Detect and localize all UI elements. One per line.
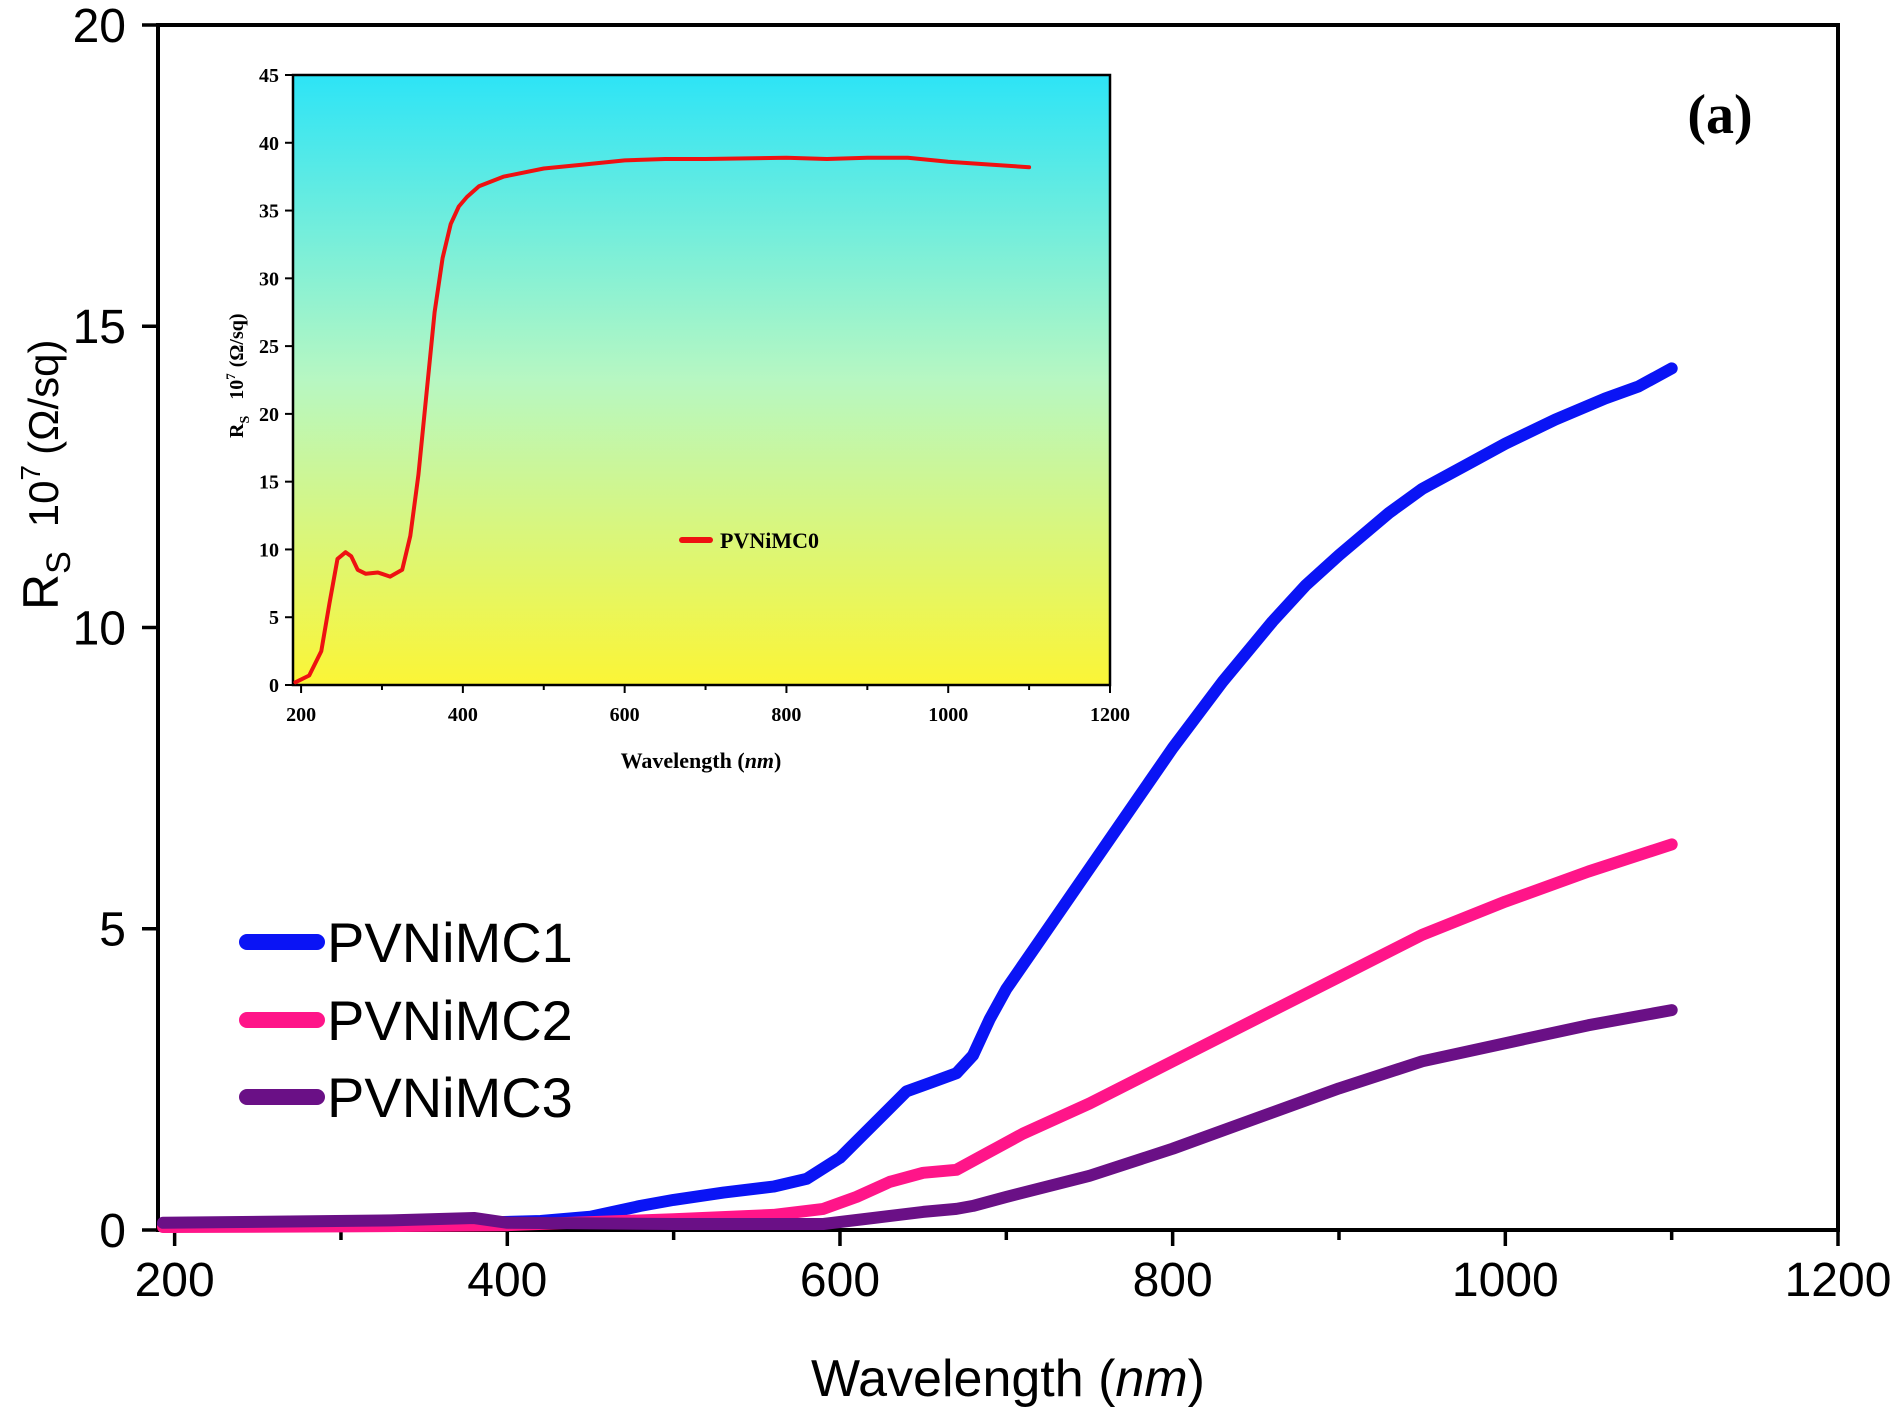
main-x-tick-label-600: 600 — [800, 1254, 880, 1307]
main-x-tick-label-800: 800 — [1133, 1254, 1213, 1307]
inset-series-line-pvnimc0 — [293, 155, 1032, 685]
main-y-tick-label-10: 10 — [73, 602, 126, 655]
inset-y-tick-label-25: 25 — [259, 336, 279, 358]
inset-plot-frame — [291, 73, 1112, 687]
inset-x-axis-title: Wavelength (nm) — [621, 748, 782, 773]
inset-y-axis-symbol: R — [226, 423, 248, 438]
main-y-tick-label-5: 5 — [99, 904, 126, 957]
main-y-axis-factor: 10 — [20, 480, 67, 527]
main-y-axis-symbol: R — [13, 574, 69, 610]
inset-y-tick-label-30: 30 — [259, 268, 279, 290]
inset-y-tick-label-35: 35 — [259, 201, 279, 223]
main-y-axis-exponent: 7 — [15, 465, 46, 481]
inset-x-tick-label-600: 600 — [610, 704, 640, 726]
inset-y-tick-label-0: 0 — [269, 675, 279, 697]
inset-x-tick-label-200: 200 — [286, 704, 316, 726]
inset-y-tick-label-40: 40 — [259, 133, 279, 155]
inset-x-tick-label-400: 400 — [448, 704, 478, 726]
inset-y-axis: 0 5 10 15 20 25 30 35 40 45 — [259, 65, 293, 697]
inset-x-axis-unit: nm — [745, 748, 774, 773]
main-series-line-pvnimc3 — [157, 1004, 1678, 1230]
inset-y-axis-unit: (Ω/sq) — [226, 313, 248, 367]
main-x-tick-label-400: 400 — [467, 1254, 547, 1307]
main-x-axis-label: Wavelength — [811, 1350, 1084, 1408]
main-legend: PVNiMC1 PVNiMC2 PVNiMC3 — [239, 911, 573, 1129]
main-x-axis-title: Wavelength (nm) — [811, 1350, 1205, 1408]
inset-y-axis-subscript: S — [238, 416, 253, 424]
main-y-tick-label-15: 15 — [73, 301, 126, 354]
main-y-tick-label-20: 20 — [73, 0, 126, 53]
main-y-axis-unit: (Ω/sq) — [20, 340, 67, 455]
inset-x-tick-label-800: 800 — [771, 704, 801, 726]
inset-x-tick-label-1000: 1000 — [928, 704, 968, 726]
panel-label: (a) — [1687, 84, 1752, 146]
main-series-group — [157, 362, 1678, 1233]
inset-legend-label-pvnimc0: PVNiMC0 — [720, 528, 819, 553]
inset-y-axis-title: RS 107 (Ω/sq) — [223, 313, 253, 438]
main-x-axis: 200 400 600 800 1000 1200 — [135, 1230, 1892, 1307]
main-x-tick-label-200: 200 — [135, 1254, 215, 1307]
inset-x-axis: 200 400 600 800 1000 1200 — [286, 685, 1130, 726]
inset-x-axis-label: Wavelength — [621, 748, 732, 773]
inset-plot: 200 400 600 800 1000 1200 051015202530354045 … — [223, 65, 1130, 773]
main-y-axis-subscript: S — [40, 551, 78, 574]
main-y-tick-label-0: 0 — [99, 1205, 126, 1258]
legend-label-pvnimc2: PVNiMC2 — [327, 989, 573, 1052]
legend-label-pvnimc1: PVNiMC1 — [327, 911, 573, 974]
main-x-tick-label-1000: 1000 — [1452, 1254, 1559, 1307]
main-y-axis-title: RS 107 (Ω/sq) — [13, 340, 78, 611]
main-y-axis: 0 5 10 15 20 — [73, 0, 158, 1258]
inset-y-tick-label-20: 20 — [259, 404, 279, 426]
legend-label-pvnimc3: PVNiMC3 — [327, 1066, 573, 1129]
main-x-axis-unit: nm — [1115, 1350, 1187, 1408]
inset-y-axis-exponent: 7 — [223, 373, 238, 380]
inset-y-tick-label-5: 5 — [269, 607, 279, 629]
inset-series-group — [293, 155, 1032, 685]
main-series-line-pvnimc1 — [157, 362, 1678, 1230]
inset-y-tick-label-45: 45 — [259, 65, 279, 87]
main-x-tick-label-1200: 1200 — [1785, 1254, 1892, 1307]
inset-x-tick-label-1200: 1200 — [1090, 704, 1130, 726]
inset-y-axis-factor: 10 — [226, 380, 248, 400]
inset-y-tick-label-15: 15 — [259, 472, 279, 494]
inset-y-tick-label-10: 10 — [259, 539, 279, 561]
